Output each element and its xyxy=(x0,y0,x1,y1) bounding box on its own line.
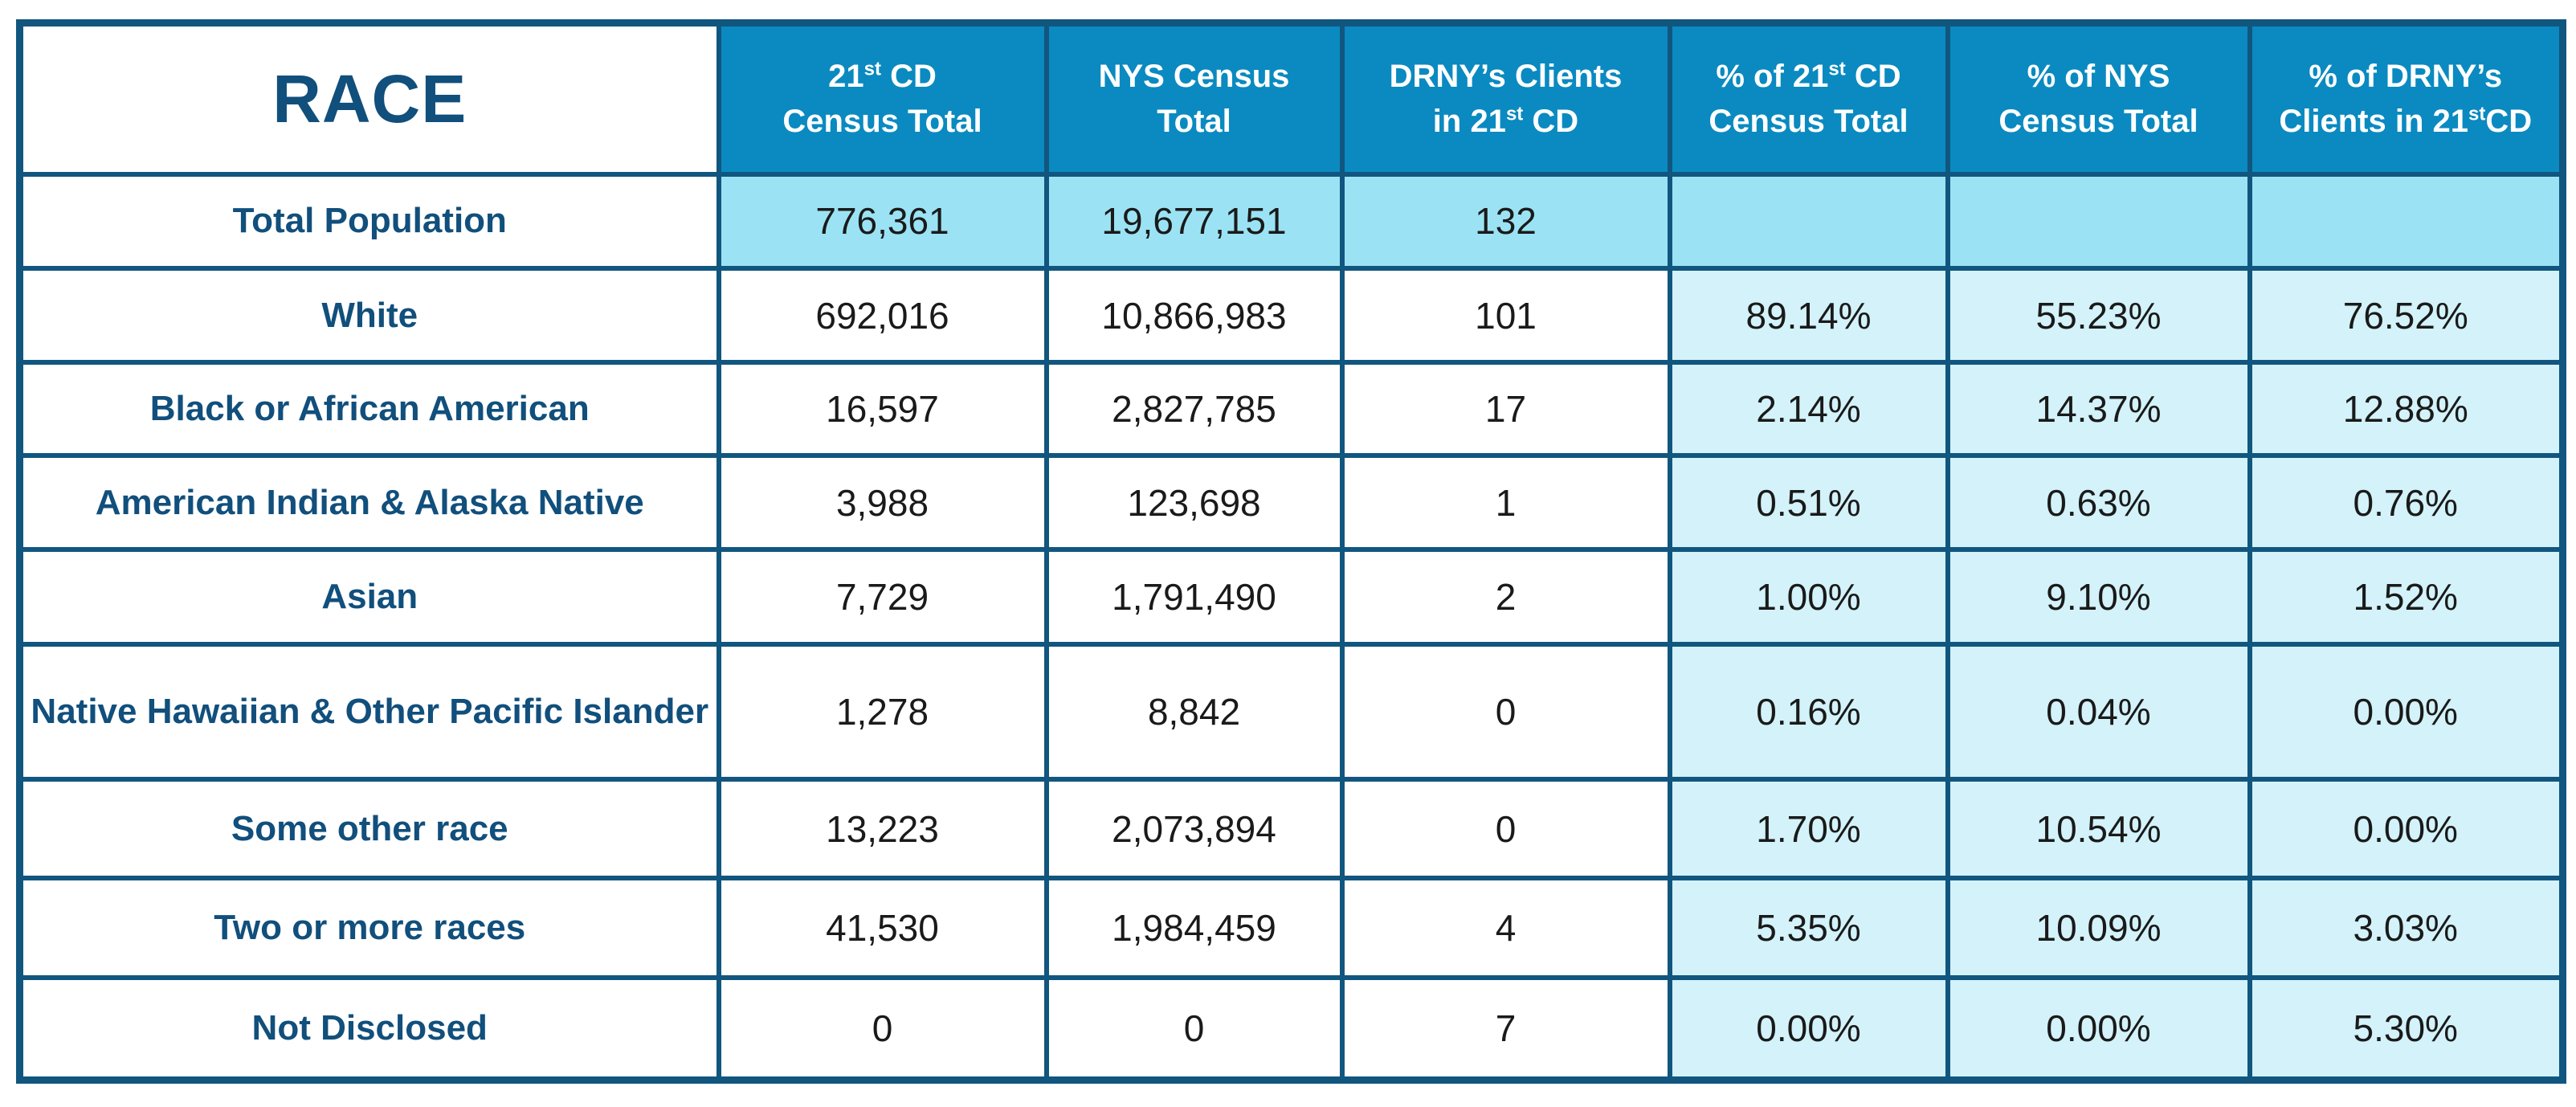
column-header-nys-census-total: NYS Census Total xyxy=(1043,20,1345,177)
percent-cell: 0.16% xyxy=(1667,641,1950,782)
percent-cell: 0.76% xyxy=(2247,452,2566,553)
count-cell: 16,597 xyxy=(716,360,1049,458)
table-row: Some other race 13,223 2,073,894 0 1.70% 10.5… xyxy=(17,776,2566,881)
percent-cell: 10.09% xyxy=(1945,876,2252,980)
count-cell: 2,073,894 xyxy=(1043,776,1345,881)
count-cell: 692,016 xyxy=(716,265,1049,366)
count-cell: 2,827,785 xyxy=(1043,360,1345,458)
percent-cell: 14.37% xyxy=(1945,360,2252,458)
header-row: RACE 21st CD Census Total NYS Census Tot… xyxy=(17,20,2566,177)
count-cell: 17 xyxy=(1339,360,1672,458)
count-cell: 7 xyxy=(1339,974,1672,1083)
percent-cell: 5.35% xyxy=(1667,876,1950,980)
count-cell: 4 xyxy=(1339,876,1672,980)
percent-cell: 1.52% xyxy=(2247,547,2566,647)
percent-cell xyxy=(1667,171,1950,271)
count-cell: 2 xyxy=(1339,547,1672,647)
count-cell: 1,791,490 xyxy=(1043,547,1345,647)
percent-cell: 12.88% xyxy=(2247,360,2566,458)
percent-cell: 0.00% xyxy=(2247,641,2566,782)
column-header-pct-drny-clients: % of DRNY’s Clients in 21stCD xyxy=(2247,20,2566,177)
count-cell: 19,677,151 xyxy=(1043,171,1345,271)
table-row: White 692,016 10,866,983 101 89.14% 55.23% 76.… xyxy=(17,265,2566,366)
table-row: Native Hawaiian & Other Pacific Islander… xyxy=(17,641,2566,782)
percent-cell: 9.10% xyxy=(1945,547,2252,647)
percent-cell xyxy=(1945,171,2252,271)
column-header-pct-nys-census: % of NYS Census Total xyxy=(1945,20,2252,177)
count-cell: 132 xyxy=(1339,171,1672,271)
column-header-pct-cd-census: % of 21st CD Census Total xyxy=(1667,20,1950,177)
percent-cell: 0.04% xyxy=(1945,641,2252,782)
percent-cell: 0.00% xyxy=(1667,974,1950,1083)
race-table: RACE 21st CD Census Total NYS Census Tot… xyxy=(16,19,2566,1084)
row-label: Total Population xyxy=(17,171,721,271)
count-cell: 13,223 xyxy=(716,776,1049,881)
row-label: Black or African American xyxy=(17,360,721,458)
row-label: American Indian & Alaska Native xyxy=(17,452,721,553)
count-cell: 101 xyxy=(1339,265,1672,366)
table-title-cell: RACE xyxy=(17,20,721,177)
column-header-drny-clients: DRNY’s Clients in 21st CD xyxy=(1339,20,1672,177)
count-cell: 1 xyxy=(1339,452,1672,553)
percent-cell: 2.14% xyxy=(1667,360,1950,458)
percent-cell: 0.63% xyxy=(1945,452,2252,553)
count-cell: 41,530 xyxy=(716,876,1049,980)
table-body: Total Population 776,361 19,677,151 132 Whit… xyxy=(17,171,2566,1083)
table-row: Two or more races 41,530 1,984,459 4 5.35% 10… xyxy=(17,876,2566,980)
table-row: Asian 7,729 1,791,490 2 1.00% 9.10% 1.52% xyxy=(17,547,2566,647)
row-label: Asian xyxy=(17,547,721,647)
row-label: Some other race xyxy=(17,776,721,881)
percent-cell: 0.51% xyxy=(1667,452,1950,553)
count-cell: 123,698 xyxy=(1043,452,1345,553)
percent-cell: 1.00% xyxy=(1667,547,1950,647)
percent-cell: 0.00% xyxy=(1945,974,2252,1083)
table-title: RACE xyxy=(272,60,467,137)
count-cell: 1,984,459 xyxy=(1043,876,1345,980)
count-cell: 10,866,983 xyxy=(1043,265,1345,366)
count-cell: 8,842 xyxy=(1043,641,1345,782)
row-label: Not Disclosed xyxy=(17,974,721,1083)
percent-cell: 55.23% xyxy=(1945,265,2252,366)
table-row: Total Population 776,361 19,677,151 132 xyxy=(17,171,2566,271)
count-cell: 7,729 xyxy=(716,547,1049,647)
count-cell: 776,361 xyxy=(716,171,1049,271)
column-header-cd-census-total: 21st CD Census Total xyxy=(716,20,1049,177)
count-cell: 0 xyxy=(1043,974,1345,1083)
percent-cell: 3.03% xyxy=(2247,876,2566,980)
row-label: Two or more races xyxy=(17,876,721,980)
percent-cell xyxy=(2247,171,2566,271)
percent-cell: 10.54% xyxy=(1945,776,2252,881)
count-cell: 0 xyxy=(1339,641,1672,782)
count-cell: 1,278 xyxy=(716,641,1049,782)
count-cell: 0 xyxy=(716,974,1049,1083)
row-label: White xyxy=(17,265,721,366)
count-cell: 0 xyxy=(1339,776,1672,881)
table-row: Not Disclosed 0 0 7 0.00% 0.00% 5.30% xyxy=(17,974,2566,1083)
row-label: Native Hawaiian & Other Pacific Islander xyxy=(17,641,721,782)
percent-cell: 0.00% xyxy=(2247,776,2566,881)
percent-cell: 1.70% xyxy=(1667,776,1950,881)
table-row: Black or African American 16,597 2,827,785… xyxy=(17,360,2566,458)
percent-cell: 76.52% xyxy=(2247,265,2566,366)
percent-cell: 89.14% xyxy=(1667,265,1950,366)
table-row: American Indian & Alaska Native 3,988 123,… xyxy=(17,452,2566,553)
percent-cell: 5.30% xyxy=(2247,974,2566,1083)
count-cell: 3,988 xyxy=(716,452,1049,553)
